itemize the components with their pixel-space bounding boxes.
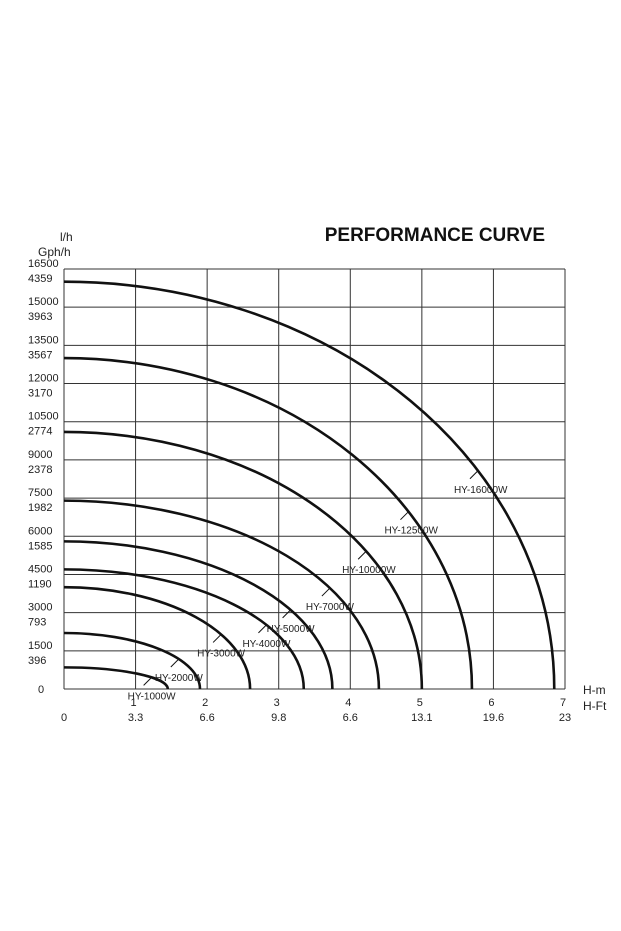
y-tick-label: 12000 [28, 373, 59, 385]
y-tick-label-gph: 1982 [28, 502, 52, 514]
x-tick-label-ft: 13.1 [411, 712, 432, 724]
y-tick-label-gph: 1190 [28, 578, 52, 590]
x-tick-label-ft: 9.8 [271, 712, 286, 724]
curve-leader [258, 624, 267, 634]
y-tick-label: 3000 [28, 602, 52, 614]
curve-leader [469, 470, 479, 480]
y-unit-secondary: Gph/h [38, 245, 71, 259]
curve-hy-5000w [63, 540, 334, 690]
curves [63, 280, 556, 690]
y-tick-label: 13500 [28, 334, 59, 346]
curve-label: HY-7000W [306, 602, 355, 613]
curve-hy-2000w [63, 631, 202, 690]
y-tick-label-gph: 4359 [28, 273, 52, 285]
curve-label: HY-12500W [384, 526, 438, 537]
x-tick-label: 1 [131, 697, 137, 709]
x-tick-label: 2 [202, 697, 208, 709]
y-tick-label-gph: 3170 [28, 388, 52, 400]
y-tick-label-gph: 2378 [28, 464, 52, 476]
x-unit-secondary: H-Ft [583, 699, 607, 713]
x-unit-primary: H-m [583, 683, 606, 697]
curve-leader [357, 550, 367, 560]
y-tick-label: 4500 [28, 563, 52, 575]
curve-label: HY-2000W [155, 673, 204, 684]
curve-hy-7000w [63, 499, 381, 690]
x-tick-label-ft: 6.6 [343, 712, 358, 724]
curve-label: HY-5000W [267, 624, 316, 635]
x-tick-label-ft: 23 [559, 712, 571, 724]
y-tick-label: 9000 [28, 449, 52, 461]
y-tick-label: 10500 [28, 411, 59, 423]
y-unit-primary: l/h [60, 230, 73, 244]
tick-labels: 1650043591500039631350035671200031701050… [28, 258, 571, 724]
y-tick-label: 16500 [28, 258, 59, 270]
x-tick-label-ft: 19.6 [483, 712, 504, 724]
y-tick-label-gph: 3963 [28, 311, 52, 323]
y-tick-label-gph: 793 [28, 617, 46, 629]
y-tick-label: 15000 [28, 296, 59, 308]
grid [63, 268, 566, 690]
y-tick-label: 7500 [28, 487, 52, 499]
chart-title: PERFORMANCE CURVE [325, 225, 545, 246]
curve-leader [212, 634, 222, 643]
y-tick-label: 0 [38, 684, 44, 696]
y-tick-label-gph: 2774 [28, 426, 52, 438]
x-tick-label: 6 [488, 697, 494, 709]
curve-leader [400, 511, 409, 521]
curve-label: HY-10000W [342, 565, 396, 576]
curve-hy-16000w [63, 280, 556, 690]
x-tick-label: 7 [560, 697, 566, 709]
y-tick-label: 6000 [28, 525, 52, 537]
curve-label: HY-3000W [197, 648, 246, 659]
curve-label: HY-4000W [242, 639, 291, 650]
x-tick-label: 5 [417, 697, 423, 709]
x-tick-label: 4 [345, 697, 351, 709]
curve-label: HY-1000W [128, 691, 177, 702]
y-tick-label-gph: 3567 [28, 349, 52, 361]
x-tick-label-ft: 0 [61, 712, 67, 724]
y-tick-label-gph: 1585 [28, 540, 52, 552]
curve-hy-1000w [63, 666, 170, 690]
curve-leader [282, 609, 291, 619]
curve-leader [170, 658, 180, 668]
curve-hy-3000w [63, 585, 252, 690]
y-tick-label-gph: 396 [28, 655, 46, 667]
curve-leader [321, 587, 331, 597]
x-tick-label-ft: 3.3 [128, 712, 143, 724]
curve-hy-4000w [63, 568, 306, 690]
y-tick-label: 1500 [28, 640, 52, 652]
x-tick-label: 3 [274, 697, 280, 709]
curve-hy-10000w [63, 430, 424, 690]
x-tick-label-ft: 6.6 [199, 712, 214, 724]
curve-label: HY-16000W [454, 485, 508, 496]
curve-leader [143, 677, 152, 686]
curve-hy-12500w [63, 356, 474, 690]
